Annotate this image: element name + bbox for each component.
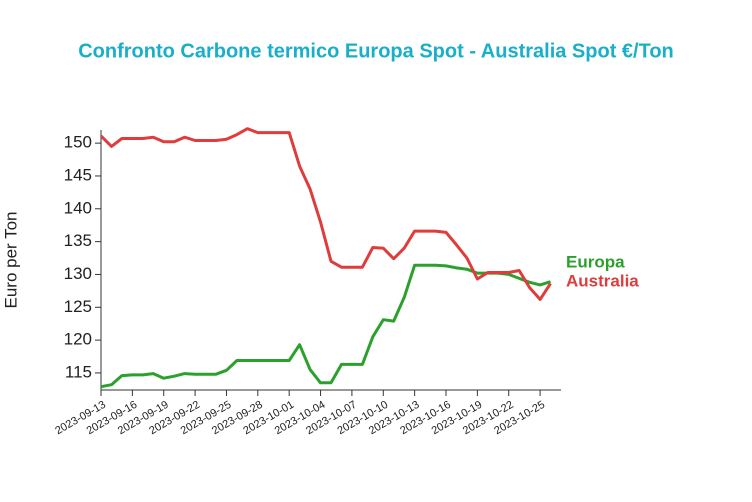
y-tick-label: 145 (64, 165, 92, 184)
series-line (100, 263, 551, 389)
legend-label: Australia (566, 271, 639, 290)
y-tick-label: 120 (64, 330, 92, 349)
y-tick-label: 140 (64, 198, 92, 217)
y-axis-label: Euro per Ton (1, 211, 20, 308)
y-tick-label: 135 (64, 231, 92, 250)
series-line (99, 127, 552, 301)
y-tick-label: 115 (65, 362, 92, 381)
y-tick-label: 125 (64, 297, 92, 316)
y-tick-label: 150 (64, 133, 92, 152)
y-tick-label: 130 (64, 264, 92, 283)
chart-title: Confronto Carbone termico Europa Spot - … (78, 40, 674, 62)
legend-label: Europa (566, 252, 625, 271)
